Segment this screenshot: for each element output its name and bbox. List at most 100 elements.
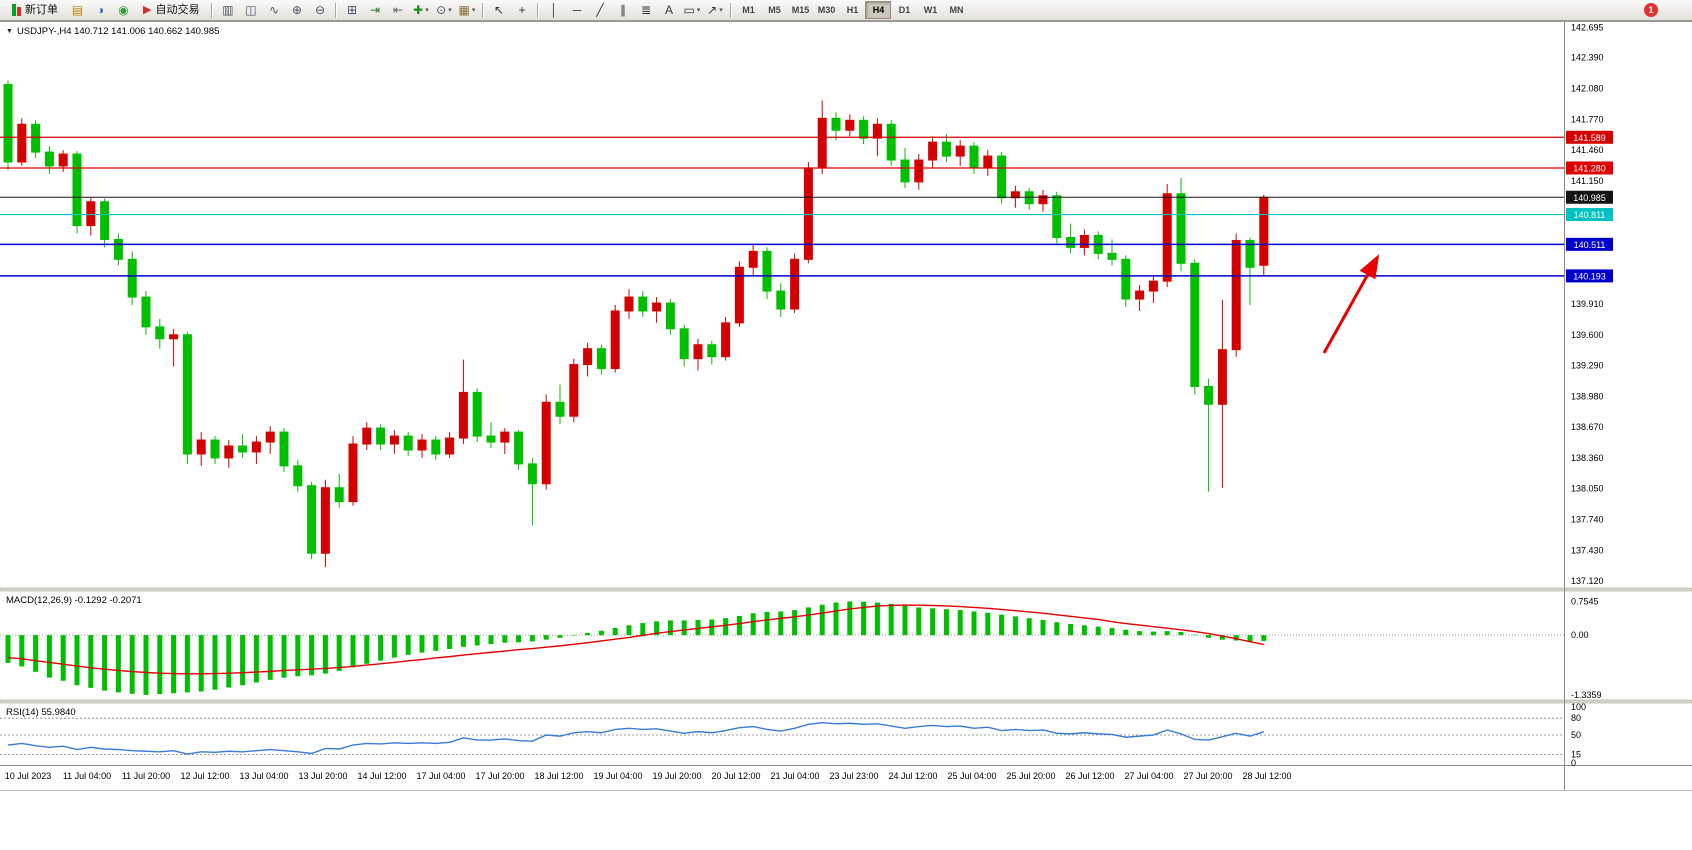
time-axis-label[interactable]: 19 Jul 20:00 xyxy=(652,771,701,781)
auto-scroll-button[interactable]: ⇥ xyxy=(364,1,385,20)
trendline-button[interactable]: ╱ xyxy=(589,1,610,20)
time-axis-label[interactable]: 10 Jul 2023 xyxy=(5,771,52,781)
timeframe-h1-button[interactable]: H1 xyxy=(839,1,865,19)
candle-body[interactable] xyxy=(542,402,550,483)
candle-body[interactable] xyxy=(294,466,302,486)
candle-body[interactable] xyxy=(846,120,854,130)
candle-body[interactable] xyxy=(1080,235,1088,247)
candle-body[interactable] xyxy=(832,118,840,130)
time-axis-label[interactable]: 17 Jul 04:00 xyxy=(416,771,465,781)
candle-body[interactable] xyxy=(1136,291,1144,299)
market-watch-button[interactable]: ◑ xyxy=(90,1,111,20)
candle-body[interactable] xyxy=(873,124,881,138)
candle-body[interactable] xyxy=(197,440,205,454)
candle-body[interactable] xyxy=(321,488,329,554)
timeframe-d1-button[interactable]: D1 xyxy=(891,1,917,19)
candle-body[interactable] xyxy=(666,303,674,329)
candle-body[interactable] xyxy=(183,335,191,454)
candle-body[interactable] xyxy=(128,259,136,297)
candle-body[interactable] xyxy=(860,120,868,138)
candle-body[interactable] xyxy=(252,442,260,452)
candle-body[interactable] xyxy=(418,440,426,450)
candle-body[interactable] xyxy=(942,142,950,156)
candle-body[interactable] xyxy=(915,160,923,182)
candle-body[interactable] xyxy=(349,444,357,502)
indicators-button[interactable]: ✚▾ xyxy=(410,1,431,20)
timeframe-m30-button[interactable]: M30 xyxy=(813,1,839,19)
candle-body[interactable] xyxy=(804,168,812,259)
candle-body[interactable] xyxy=(170,335,178,339)
new-order-button[interactable]: 新订单 xyxy=(5,1,65,20)
vertical-line-button[interactable]: │ xyxy=(543,1,564,20)
candle-body[interactable] xyxy=(114,239,122,259)
time-axis-label[interactable]: 27 Jul 04:00 xyxy=(1124,771,1173,781)
zoom-in-button[interactable]: ⊕ xyxy=(286,1,307,20)
equidistant-channel-button[interactable]: ∥ xyxy=(612,1,633,20)
line-chart-mode-button[interactable]: ∿ xyxy=(263,1,284,20)
time-axis-label[interactable]: 26 Jul 12:00 xyxy=(1065,771,1114,781)
candle-body[interactable] xyxy=(653,303,661,311)
time-axis-label[interactable]: 25 Jul 20:00 xyxy=(1006,771,1055,781)
candle-body[interactable] xyxy=(597,349,605,369)
timeframe-w1-button[interactable]: W1 xyxy=(917,1,943,19)
time-axis-label[interactable]: 12 Jul 12:00 xyxy=(180,771,229,781)
navigator-button[interactable]: ◉ xyxy=(113,1,134,20)
candle-body[interactable] xyxy=(1163,194,1171,281)
tile-windows-button[interactable]: ⊞ xyxy=(341,1,362,20)
one-click-trading-toggle-icon[interactable]: ▼ xyxy=(6,28,13,35)
candle-body[interactable] xyxy=(308,486,316,554)
time-axis-label[interactable]: 13 Jul 04:00 xyxy=(239,771,288,781)
chart-canvas[interactable]: 141.589141.280140.985140.811140.511140.1… xyxy=(0,0,1692,850)
candle-body[interactable] xyxy=(501,432,509,442)
candle-body[interactable] xyxy=(818,118,826,168)
candle-body[interactable] xyxy=(998,156,1006,198)
candle-body[interactable] xyxy=(680,329,688,359)
candle-body[interactable] xyxy=(266,432,274,442)
candle-body[interactable] xyxy=(404,436,412,450)
candle-body[interactable] xyxy=(887,124,895,160)
time-axis-label[interactable]: 17 Jul 20:00 xyxy=(475,771,524,781)
candle-body[interactable] xyxy=(377,428,385,444)
candle-body[interactable] xyxy=(4,85,12,162)
candle-body[interactable] xyxy=(432,440,440,454)
templates-button[interactable]: ▦▾ xyxy=(456,1,477,20)
candle-body[interactable] xyxy=(1205,386,1213,404)
candle-body[interactable] xyxy=(639,297,647,311)
candle-body[interactable] xyxy=(722,323,730,357)
candle-body[interactable] xyxy=(625,297,633,311)
timeframe-m1-button[interactable]: M1 xyxy=(735,1,761,19)
time-axis-label[interactable]: 23 Jul 23:00 xyxy=(829,771,878,781)
autotrading-button[interactable]: ▶自动交易 xyxy=(136,1,206,20)
time-axis-label[interactable]: 28 Jul 12:00 xyxy=(1242,771,1291,781)
candle-body[interactable] xyxy=(156,327,164,339)
candle-body[interactable] xyxy=(956,146,964,156)
candle-body[interactable] xyxy=(1218,350,1226,405)
candle-body[interactable] xyxy=(1177,194,1185,264)
candle-body[interactable] xyxy=(556,402,564,416)
candle-body[interactable] xyxy=(929,142,937,160)
timeframe-mn-button[interactable]: MN xyxy=(943,1,969,19)
candle-body[interactable] xyxy=(18,124,26,162)
candle-body[interactable] xyxy=(777,291,785,309)
candle-body[interactable] xyxy=(1149,281,1157,291)
label-button[interactable]: ▭▾ xyxy=(681,1,702,20)
candle-body[interactable] xyxy=(515,432,523,464)
time-axis-label[interactable]: 25 Jul 04:00 xyxy=(947,771,996,781)
text-button[interactable]: A xyxy=(658,1,679,20)
candle-body[interactable] xyxy=(1053,196,1061,238)
candle-body[interactable] xyxy=(142,297,150,327)
candle-body[interactable] xyxy=(528,464,536,484)
time-axis-label[interactable]: 11 Jul 04:00 xyxy=(63,771,111,781)
candle-body[interactable] xyxy=(473,392,481,436)
timeframe-m5-button[interactable]: M5 xyxy=(761,1,787,19)
time-axis-label[interactable]: 14 Jul 12:00 xyxy=(357,771,406,781)
candle-body[interactable] xyxy=(708,345,716,357)
candle-body[interactable] xyxy=(1067,237,1075,247)
candle-body[interactable] xyxy=(487,436,495,442)
candle-body[interactable] xyxy=(763,251,771,291)
notification-badge[interactable]: 1 xyxy=(1644,3,1658,17)
horizontal-line-button[interactable]: ─ xyxy=(566,1,587,20)
candle-body[interactable] xyxy=(694,345,702,359)
candle-body[interactable] xyxy=(1260,197,1268,265)
bar-chart-mode-button[interactable]: ▥ xyxy=(217,1,238,20)
